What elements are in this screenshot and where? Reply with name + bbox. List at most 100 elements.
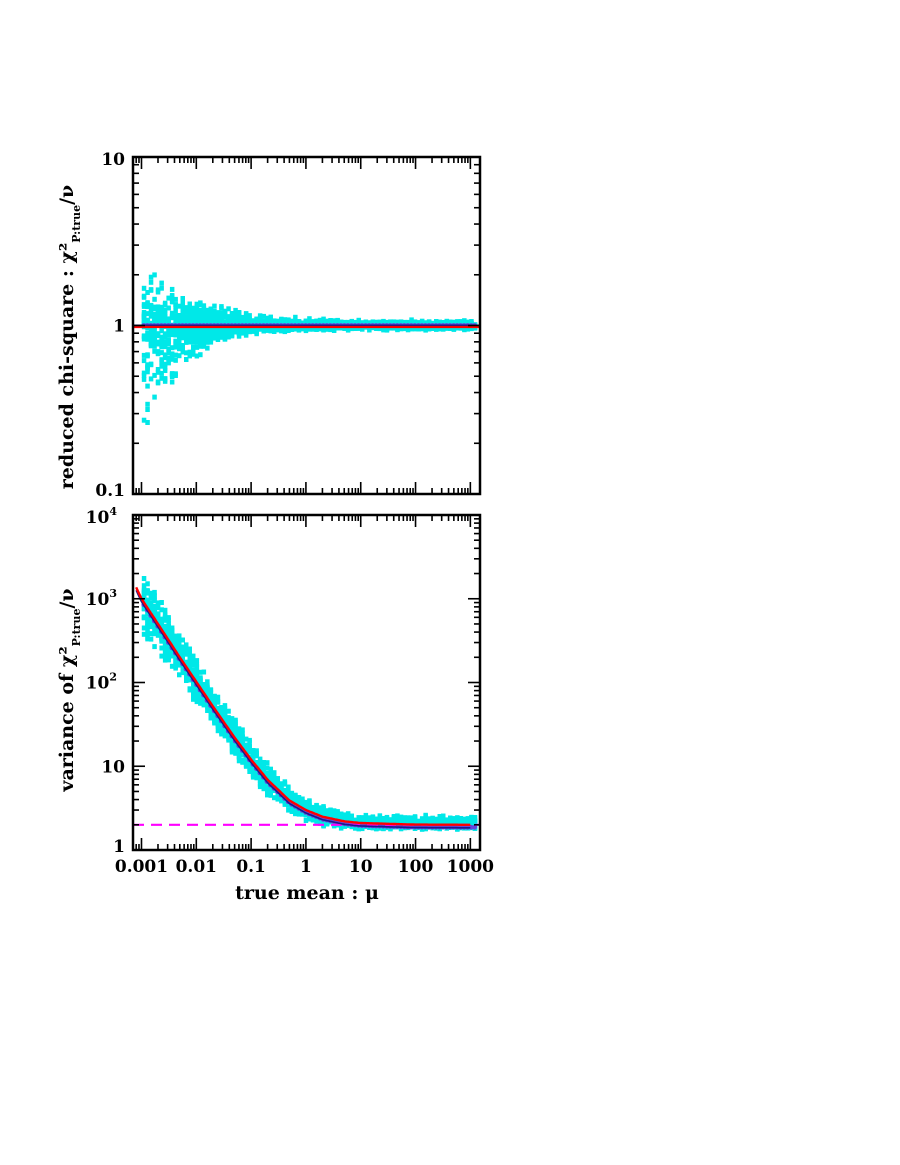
bottom-scatter-point <box>141 606 147 612</box>
top-scatter-point <box>201 313 207 319</box>
top-scatter-point <box>159 370 164 376</box>
bottom-scatter-point <box>194 691 200 697</box>
top-scatter-point <box>243 312 249 318</box>
top-scatter-point <box>451 326 457 332</box>
bottom-scatter-point <box>152 611 157 617</box>
bottom-scatter-point <box>219 705 224 710</box>
bottom-scatter-point <box>148 595 154 601</box>
top-scatter-point <box>166 328 171 334</box>
bottom-scatter-point <box>328 807 333 813</box>
bottom-scatter-point <box>212 717 217 723</box>
bottom-scatter-point <box>145 621 150 627</box>
bottom-scatter-point <box>293 806 298 812</box>
top-scatter-point <box>247 329 252 335</box>
bottom-scatter-point <box>300 796 305 802</box>
top-scatter-point <box>391 319 397 325</box>
bottom-scatter-point <box>152 606 157 612</box>
bottom-scatter-point <box>243 736 249 742</box>
top-scatter-point <box>321 326 326 332</box>
top-scatter-point <box>145 311 150 317</box>
bottom-scatter-point <box>191 654 196 660</box>
top-scatter-point <box>191 308 196 314</box>
bottom-scatter-point <box>314 806 319 812</box>
top-scatter-point <box>275 326 280 332</box>
bottom-scatter-point <box>169 631 175 637</box>
top-scatter-point <box>335 318 340 324</box>
top-scatter-point <box>166 341 171 347</box>
top-scatter-point <box>180 318 185 324</box>
bottom-scatter-point <box>205 679 210 685</box>
bottom-scatter-point <box>265 771 270 777</box>
top-scatter-point <box>229 318 235 324</box>
top-scatter-point <box>180 332 185 338</box>
top-scatter-point <box>148 376 154 382</box>
bottom-scatter-point <box>212 710 217 716</box>
top-scatter-point <box>162 376 168 382</box>
top-scatter-point <box>141 376 147 382</box>
bottom-scatter-point <box>236 747 242 753</box>
bottom-scatter-point <box>236 727 242 733</box>
bottom-scatter-point <box>286 793 291 799</box>
top-scatter-point <box>208 337 214 343</box>
top-scatter-point <box>152 343 157 349</box>
bottom-scatter-point <box>240 731 245 737</box>
bottom-scatter-point <box>145 581 150 587</box>
top-scatter-point <box>177 343 182 349</box>
bottom-scatter-point <box>363 812 369 818</box>
top-scatter-point <box>141 293 147 299</box>
bottom-scatter-point <box>247 739 252 745</box>
top-scatter-point <box>162 311 168 317</box>
bottom-scatter-point <box>145 616 150 622</box>
top-scatter-point <box>187 325 192 331</box>
bottom-scatter-point <box>268 770 273 776</box>
top-scatter-point <box>462 320 467 326</box>
top-scatter-point <box>201 303 207 309</box>
bottom-scatter-point <box>169 629 175 635</box>
bottom-scatter-point <box>272 795 277 801</box>
top-scatter-point <box>187 306 192 312</box>
top-scatter-point <box>162 317 168 323</box>
top-scatter-point <box>191 332 196 338</box>
bottom-scatter-point <box>169 636 175 642</box>
bottom-scatter-point <box>247 749 252 755</box>
top-scatter-point <box>236 310 242 316</box>
top-scatter-point <box>173 303 178 309</box>
bottom-scatter-point <box>257 778 263 784</box>
top-scatter-point <box>265 316 270 322</box>
top-scatter-point <box>229 328 235 334</box>
bottom-scatter-point <box>268 792 273 798</box>
top-scatter-point <box>173 313 178 319</box>
top-scatter-point <box>198 352 203 358</box>
bottom-scatter-point <box>303 802 309 808</box>
top-scatter-point <box>169 299 175 305</box>
top-scatter-point <box>367 320 372 326</box>
top-scatter-point <box>169 379 175 385</box>
top-scatter-point <box>148 342 154 348</box>
top-scatter-point <box>240 319 245 325</box>
bottom-scatter-point <box>233 742 238 748</box>
top-scatter-point <box>198 338 203 344</box>
bottom-scatter-point <box>184 675 189 681</box>
top-scatter-point <box>180 343 185 348</box>
top-scatter-point <box>148 279 154 285</box>
top-scatter-point <box>141 352 147 358</box>
top-scatter-point <box>419 318 425 324</box>
bottom-scatter-point <box>324 808 330 814</box>
bottom-scatter-point <box>212 695 217 701</box>
bottom-scatter-point <box>356 819 361 824</box>
top-scatter-point <box>272 319 277 325</box>
top-scatter-point <box>169 371 175 377</box>
top-scatter-point <box>307 326 312 332</box>
bottom-scatter-point <box>402 818 407 824</box>
top-scatter-point <box>145 334 150 340</box>
top-scatter-point <box>159 350 164 356</box>
bottom-scatter-point <box>233 728 238 734</box>
top-scatter-point <box>145 369 150 375</box>
top-scatter-point <box>187 334 192 340</box>
top-scatter-point <box>194 309 200 315</box>
bottom-scatter-point <box>398 815 404 821</box>
top-scatter-point <box>169 315 175 321</box>
top-scatter-point <box>321 316 326 322</box>
top-scatter-point <box>159 337 164 343</box>
bottom-scatter-point <box>219 726 224 732</box>
